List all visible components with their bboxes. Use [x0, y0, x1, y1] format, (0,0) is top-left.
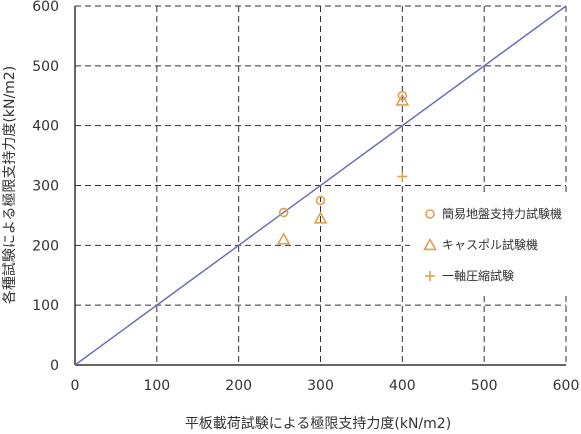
x-tick-label: 600: [553, 378, 580, 394]
y-tick-labels: 0 100 200 300 400 500 600: [32, 0, 59, 374]
x-tick-labels: 0 100 200 300 400 500 600: [71, 378, 580, 394]
reference-line-1to1: [74, 5, 567, 366]
y-tick-label: 100: [32, 298, 59, 314]
x-axis-label: 平板載荷試験による極限支持力度(kN/m2): [185, 416, 451, 432]
legend-marker-triangle: [423, 237, 437, 251]
y-tick-label: 300: [32, 179, 59, 195]
legend-label: 一軸圧縮試験: [442, 268, 514, 283]
data-point-circle: [397, 90, 408, 101]
data-point-circle: [315, 195, 326, 206]
y-axis-label: 各種試験による極限支持力度(kN/m2): [2, 66, 18, 304]
data-points: [276, 90, 410, 245]
legend-label: キャスポル試験機: [442, 237, 538, 252]
legend-box: [410, 192, 581, 296]
data-point-circle: [278, 207, 289, 218]
x-tick-label: 400: [389, 378, 416, 394]
legend-label: 簡易地盤支持力試験機: [442, 206, 562, 221]
x-tick-label: 100: [143, 378, 170, 394]
data-point-triangle: [395, 93, 410, 106]
data-point-plus: [397, 171, 408, 182]
legend-marker-plus: [425, 271, 435, 281]
y-tick-label: 400: [32, 119, 59, 135]
data-point-triangle: [276, 232, 291, 245]
y-tick-label: 0: [50, 358, 59, 374]
x-tick-label: 300: [307, 378, 334, 394]
x-tick-label: 500: [471, 378, 498, 394]
x-tick-label: 0: [71, 378, 80, 394]
x-tick-label: 200: [225, 378, 252, 394]
y-tick-label: 500: [32, 59, 59, 75]
data-point-triangle: [313, 211, 328, 224]
y-tick-label: 200: [32, 238, 59, 254]
legend-marker-circle: [425, 209, 435, 219]
y-tick-label: 600: [32, 0, 59, 15]
